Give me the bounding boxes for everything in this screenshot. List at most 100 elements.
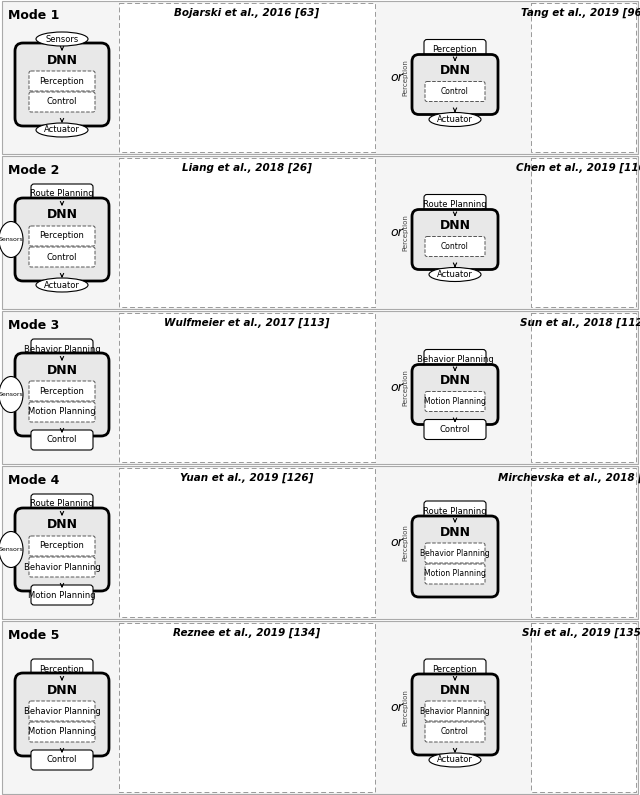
FancyBboxPatch shape [425, 722, 485, 742]
Text: DNN: DNN [47, 684, 77, 696]
Text: Mode 3: Mode 3 [8, 319, 60, 332]
Text: Behavior Planning: Behavior Planning [24, 563, 100, 572]
Text: Motion Planning: Motion Planning [28, 591, 96, 599]
FancyBboxPatch shape [2, 621, 638, 794]
Text: Perception: Perception [40, 231, 84, 241]
FancyBboxPatch shape [31, 494, 93, 514]
Text: Perception: Perception [402, 524, 408, 561]
FancyBboxPatch shape [31, 659, 93, 679]
Text: Perception: Perception [402, 59, 408, 96]
Text: Perception: Perception [40, 541, 84, 550]
Text: Control: Control [47, 436, 77, 444]
Text: Behavior Planning: Behavior Planning [420, 707, 490, 716]
Text: Motion Planning: Motion Planning [28, 408, 96, 417]
Text: DNN: DNN [440, 374, 470, 387]
FancyBboxPatch shape [531, 623, 636, 792]
Text: Control: Control [47, 98, 77, 107]
Text: Mode 5: Mode 5 [8, 629, 60, 642]
Text: DNN: DNN [47, 208, 77, 222]
Text: Actuator: Actuator [437, 270, 473, 279]
Text: DNN: DNN [47, 363, 77, 377]
Text: Mode 1: Mode 1 [8, 9, 60, 22]
Text: DNN: DNN [47, 53, 77, 67]
Text: Control: Control [441, 242, 469, 251]
FancyBboxPatch shape [119, 3, 375, 152]
FancyBboxPatch shape [29, 402, 95, 422]
FancyBboxPatch shape [424, 420, 486, 440]
Text: Actuator: Actuator [44, 281, 80, 289]
Text: Route Planning: Route Planning [423, 506, 487, 515]
FancyBboxPatch shape [2, 1, 638, 154]
Text: Actuator: Actuator [44, 126, 80, 134]
FancyBboxPatch shape [31, 339, 93, 359]
Text: Control: Control [47, 253, 77, 262]
FancyBboxPatch shape [2, 311, 638, 464]
Text: DNN: DNN [440, 525, 470, 538]
FancyBboxPatch shape [31, 585, 93, 605]
FancyBboxPatch shape [425, 82, 485, 102]
FancyBboxPatch shape [29, 71, 95, 91]
FancyBboxPatch shape [425, 564, 485, 584]
FancyBboxPatch shape [29, 701, 95, 721]
Text: Sensors: Sensors [0, 237, 24, 242]
FancyBboxPatch shape [119, 313, 375, 462]
Text: DNN: DNN [440, 64, 470, 77]
Text: Perception: Perception [40, 386, 84, 395]
FancyBboxPatch shape [424, 40, 486, 60]
Text: DNN: DNN [440, 684, 470, 696]
Text: Mirchevska et al., 2018 [125]: Mirchevska et al., 2018 [125] [498, 473, 640, 483]
FancyBboxPatch shape [425, 701, 485, 721]
Text: Yuan et al., 2019 [126]: Yuan et al., 2019 [126] [180, 473, 314, 483]
Text: DNN: DNN [440, 219, 470, 232]
FancyBboxPatch shape [2, 466, 638, 619]
Ellipse shape [36, 123, 88, 137]
FancyBboxPatch shape [29, 722, 95, 742]
Text: Tang et al., 2019 [96]: Tang et al., 2019 [96] [521, 8, 640, 18]
FancyBboxPatch shape [412, 674, 498, 755]
FancyBboxPatch shape [15, 673, 109, 756]
FancyBboxPatch shape [29, 226, 95, 246]
FancyBboxPatch shape [531, 468, 636, 617]
FancyBboxPatch shape [31, 750, 93, 770]
Ellipse shape [36, 278, 88, 292]
Text: Perception: Perception [402, 689, 408, 726]
FancyBboxPatch shape [29, 381, 95, 401]
FancyBboxPatch shape [15, 353, 109, 436]
Text: Reznee et al., 2019 [134]: Reznee et al., 2019 [134] [173, 628, 321, 638]
Text: Route Planning: Route Planning [423, 200, 487, 209]
Text: Control: Control [440, 425, 470, 434]
Ellipse shape [429, 267, 481, 281]
FancyBboxPatch shape [29, 247, 95, 267]
FancyBboxPatch shape [412, 516, 498, 597]
Text: or: or [390, 226, 403, 239]
Text: DNN: DNN [47, 518, 77, 532]
Text: Motion Planning: Motion Planning [424, 569, 486, 579]
FancyBboxPatch shape [425, 236, 485, 257]
FancyBboxPatch shape [31, 184, 93, 204]
Text: Perception: Perception [433, 45, 477, 54]
Text: or: or [390, 536, 403, 549]
FancyBboxPatch shape [119, 623, 375, 792]
Text: Control: Control [441, 727, 469, 736]
Text: Behavior Planning: Behavior Planning [24, 707, 100, 716]
Text: Liang et al., 2018 [26]: Liang et al., 2018 [26] [182, 163, 312, 173]
FancyBboxPatch shape [29, 557, 95, 577]
FancyBboxPatch shape [119, 158, 375, 307]
Text: or: or [390, 71, 403, 84]
Text: Motion Planning: Motion Planning [28, 727, 96, 736]
Text: Mode 2: Mode 2 [8, 164, 60, 177]
Text: Sun et al., 2018 [112]: Sun et al., 2018 [112] [520, 318, 640, 328]
Text: or: or [390, 701, 403, 714]
Text: Sensors: Sensors [0, 547, 24, 552]
FancyBboxPatch shape [424, 350, 486, 370]
Text: Shi et al., 2019 [135]: Shi et al., 2019 [135] [522, 628, 640, 638]
FancyBboxPatch shape [412, 55, 498, 114]
Text: Perception: Perception [40, 76, 84, 86]
FancyBboxPatch shape [531, 313, 636, 462]
Text: Mode 4: Mode 4 [8, 474, 60, 487]
Text: Perception: Perception [402, 214, 408, 251]
FancyBboxPatch shape [424, 501, 486, 521]
FancyBboxPatch shape [15, 508, 109, 591]
Text: Actuator: Actuator [437, 115, 473, 124]
FancyBboxPatch shape [531, 158, 636, 307]
